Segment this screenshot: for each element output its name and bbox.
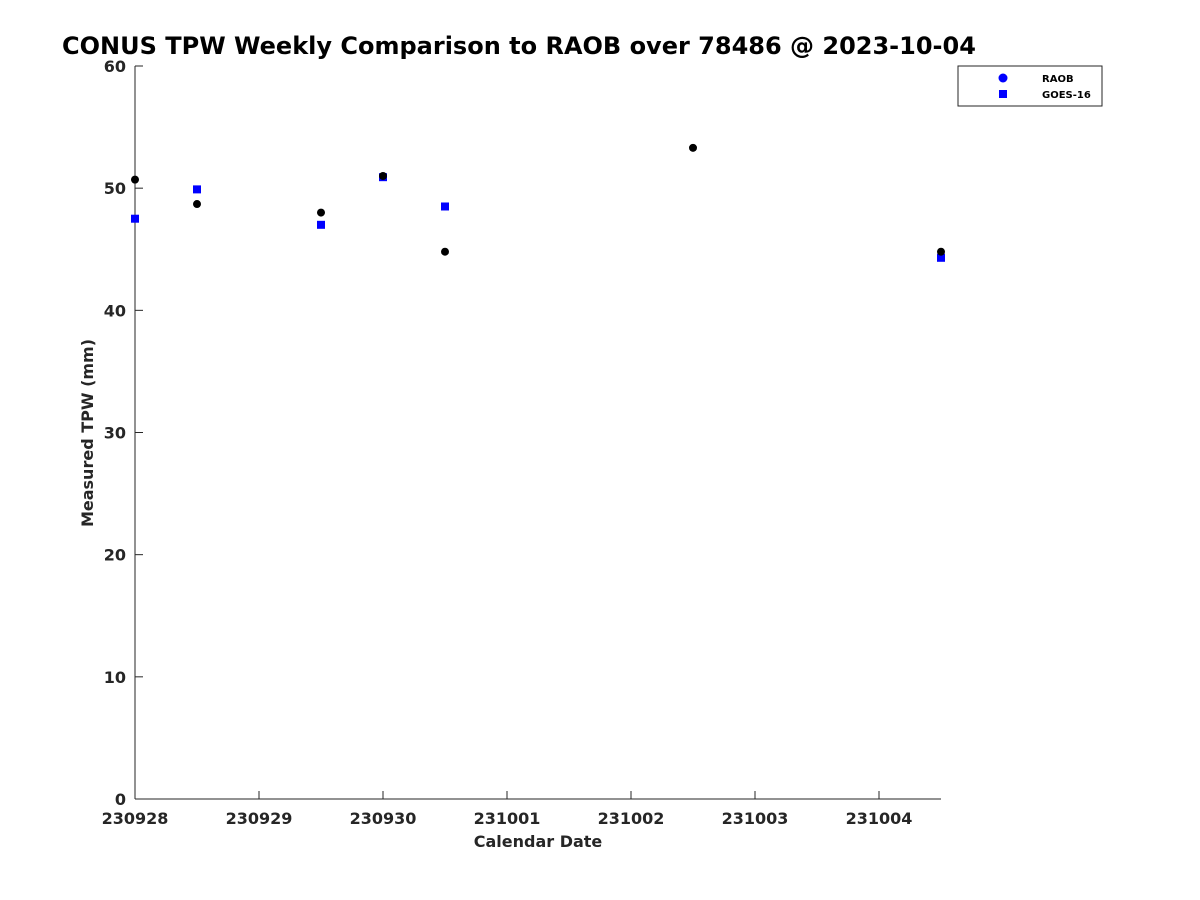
y-tick-label: 20 bbox=[104, 546, 126, 565]
goes-point bbox=[193, 185, 201, 194]
x-tick-label: 231001 bbox=[474, 809, 541, 828]
y-tick-label: 10 bbox=[104, 668, 126, 687]
x-tick-label: 231003 bbox=[722, 809, 789, 828]
y-tick-label: 50 bbox=[104, 179, 126, 198]
y-tick-label: 0 bbox=[115, 790, 126, 809]
x-tick-label: 230929 bbox=[226, 809, 293, 828]
x-ticks: 230928 230929 230930 231001 231002 231003 2310… bbox=[102, 791, 913, 828]
legend-raob-label: RAOB bbox=[1042, 74, 1074, 85]
y-tick-label: 30 bbox=[104, 424, 126, 443]
x-tick-label: 231004 bbox=[846, 809, 913, 828]
x-tick-label: 230928 bbox=[102, 809, 169, 828]
y-tick-label: 60 bbox=[104, 57, 126, 76]
goes-point bbox=[131, 214, 139, 223]
raob-point bbox=[441, 247, 449, 256]
x-tick-label: 231002 bbox=[598, 809, 665, 828]
goes-point bbox=[441, 202, 449, 211]
series-layer bbox=[131, 143, 945, 262]
x-axis-label: Calendar Date bbox=[474, 832, 603, 851]
y-ticks: 0 10 20 30 40 50 60 bbox=[104, 57, 143, 809]
raob-point bbox=[193, 200, 201, 209]
legend-goes-marker bbox=[999, 90, 1007, 98]
legend-raob-marker bbox=[998, 73, 1008, 83]
y-axis-label: Measured TPW (mm) bbox=[78, 339, 97, 527]
raob-point bbox=[689, 143, 697, 152]
raob-point bbox=[937, 247, 945, 256]
x-tick-label: 230930 bbox=[350, 809, 417, 828]
legend-goes-label: GOES-16 bbox=[1042, 90, 1091, 101]
axes bbox=[134, 66, 941, 800]
legend-box bbox=[957, 65, 1103, 107]
y-tick-label: 40 bbox=[104, 301, 126, 320]
goes-point bbox=[937, 253, 945, 262]
legend: RAOB GOES-16 bbox=[957, 65, 1103, 107]
raob-point bbox=[131, 175, 139, 184]
chart-title: CONUS TPW Weekly Comparison to RAOB over… bbox=[62, 32, 976, 60]
raob-point bbox=[317, 208, 325, 217]
raob-point bbox=[379, 171, 387, 180]
goes-point bbox=[317, 220, 325, 229]
